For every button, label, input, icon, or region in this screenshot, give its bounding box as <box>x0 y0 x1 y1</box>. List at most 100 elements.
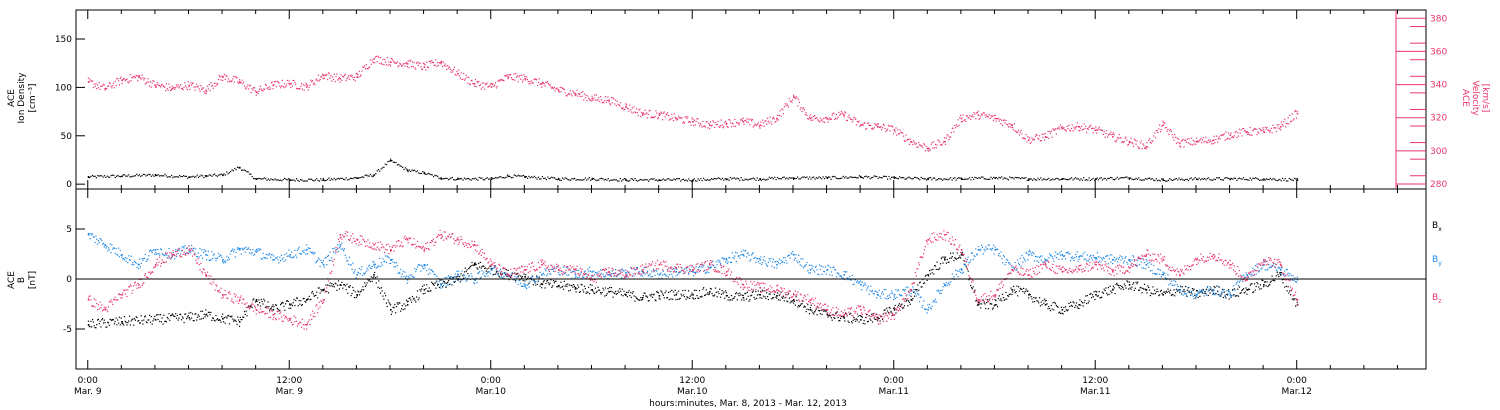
density-point <box>537 176 539 178</box>
density-point <box>762 178 764 180</box>
bx-point <box>752 290 754 292</box>
velocity-point <box>201 88 203 90</box>
bx-point <box>930 269 932 271</box>
by-point <box>929 303 931 305</box>
velocity-point <box>1130 137 1132 139</box>
density-point <box>1018 177 1020 179</box>
velocity-point <box>267 87 269 89</box>
bx-point <box>1267 286 1269 288</box>
bx-point <box>133 324 135 326</box>
bx-point <box>714 294 716 296</box>
velocity-point <box>93 83 95 85</box>
velocity-point <box>449 68 451 70</box>
velocity-point <box>1218 136 1220 138</box>
density-point <box>348 178 350 181</box>
velocity-point <box>828 119 830 121</box>
density-point-anchor <box>1196 178 1198 180</box>
density-point <box>973 178 975 180</box>
by-point <box>621 268 623 270</box>
by-point <box>111 244 113 246</box>
bx-point <box>629 295 631 297</box>
by-point <box>397 272 399 275</box>
bx-point <box>560 281 562 283</box>
velocity-point <box>1071 124 1073 126</box>
density-point <box>488 178 490 180</box>
by-point <box>233 250 235 253</box>
by-point <box>99 238 101 240</box>
velocity-point <box>1093 127 1095 129</box>
bx-point <box>1204 291 1206 293</box>
density-point <box>836 177 838 179</box>
velocity-point <box>944 143 947 145</box>
by-point <box>172 252 174 254</box>
velocity-point <box>1003 119 1005 121</box>
bx-point <box>269 309 271 311</box>
velocity-point <box>258 90 260 92</box>
velocity-point <box>796 97 798 99</box>
by-point <box>649 273 651 275</box>
density-point <box>247 171 249 173</box>
velocity-point <box>249 84 251 86</box>
density-point <box>876 176 878 178</box>
density-point <box>218 174 220 176</box>
velocity-point <box>137 80 139 82</box>
bx-point <box>692 297 694 299</box>
density-point <box>837 178 839 180</box>
density-point <box>899 176 901 178</box>
velocity-point <box>1030 141 1032 143</box>
density-point <box>740 177 742 179</box>
bx-point <box>180 319 183 321</box>
velocity-point <box>1146 142 1148 144</box>
bx-point-anchor <box>1246 289 1248 291</box>
by-point <box>343 250 345 252</box>
density-point <box>227 173 229 175</box>
bx-point <box>876 320 879 322</box>
bx-point <box>673 294 675 296</box>
bx-point <box>507 269 509 271</box>
velocity-point <box>714 126 716 129</box>
density-point <box>1011 177 1014 179</box>
bx-point-anchor <box>1128 284 1131 286</box>
velocity-point <box>818 120 820 122</box>
density-point <box>379 170 381 172</box>
by-point <box>275 257 277 259</box>
by-point <box>671 273 673 276</box>
velocity-point <box>916 146 918 148</box>
bx-point <box>149 321 152 323</box>
bx-point <box>490 268 492 270</box>
density-point <box>1216 177 1218 179</box>
by-point <box>151 251 153 254</box>
by-point <box>506 273 508 275</box>
velocity-point <box>593 97 595 99</box>
velocity-point <box>463 79 466 81</box>
velocity-point <box>1149 141 1151 143</box>
by-point <box>143 257 145 260</box>
velocity-point-anchor <box>826 117 829 120</box>
velocity-point <box>872 128 874 130</box>
density-point <box>426 173 428 175</box>
by-point <box>336 248 338 250</box>
velocity-point <box>1227 137 1229 140</box>
bx-point <box>1001 300 1003 302</box>
velocity-point-anchor <box>591 97 594 100</box>
bx-point <box>414 299 416 301</box>
velocity-point <box>243 81 245 83</box>
velocity-point <box>506 74 508 76</box>
by-point <box>515 281 517 283</box>
bx-point <box>473 262 476 264</box>
density-point <box>1132 179 1134 181</box>
velocity-point <box>1283 121 1285 123</box>
velocity-point <box>566 95 568 97</box>
bx-point <box>1060 306 1062 308</box>
bx-point <box>834 317 836 319</box>
density-point <box>621 180 623 182</box>
velocity-point <box>416 62 418 64</box>
velocity-point <box>450 71 452 73</box>
by-point <box>253 254 255 256</box>
by-point <box>570 271 572 273</box>
bx-point <box>422 293 424 295</box>
by-point <box>717 259 719 261</box>
bx-point <box>1143 288 1145 290</box>
by-point <box>416 266 419 268</box>
density-point <box>282 179 284 181</box>
